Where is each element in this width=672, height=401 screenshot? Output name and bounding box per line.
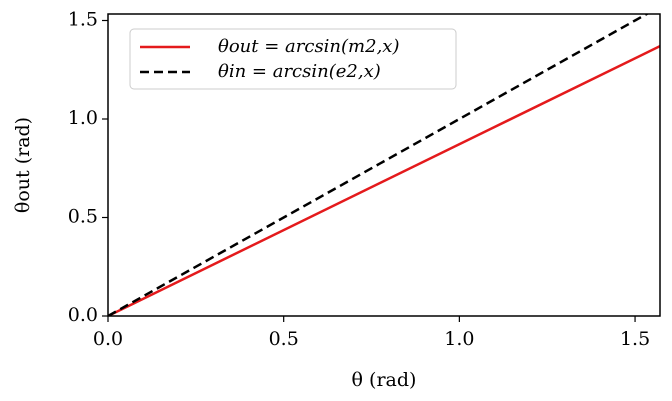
x-tick-label: 0.0 [93,328,123,350]
y-tick-label: 0.0 [68,304,98,326]
series-line [108,44,660,316]
y-tick-label: 1.0 [68,107,98,129]
legend-label: θout = arcsin(m2,x) [218,36,399,57]
legend: θout = arcsin(m2,x) θin = arcsin(e2,x) [129,28,457,90]
x-tick-label: 1.0 [444,328,474,350]
y-tick-label: 0.5 [68,206,98,228]
y-axis-label: θout (rad) [12,117,34,213]
x-tick-label: 0.5 [269,328,299,350]
x-tick-label: 1.5 [620,328,650,350]
x-axis-label: θ (rad) [352,369,417,391]
legend-box [129,28,457,90]
legend-label: θin = arcsin(e2,x) [218,61,381,82]
plot-frame [107,13,661,317]
y-tick-label: 1.5 [68,9,98,31]
series-line [108,14,650,316]
